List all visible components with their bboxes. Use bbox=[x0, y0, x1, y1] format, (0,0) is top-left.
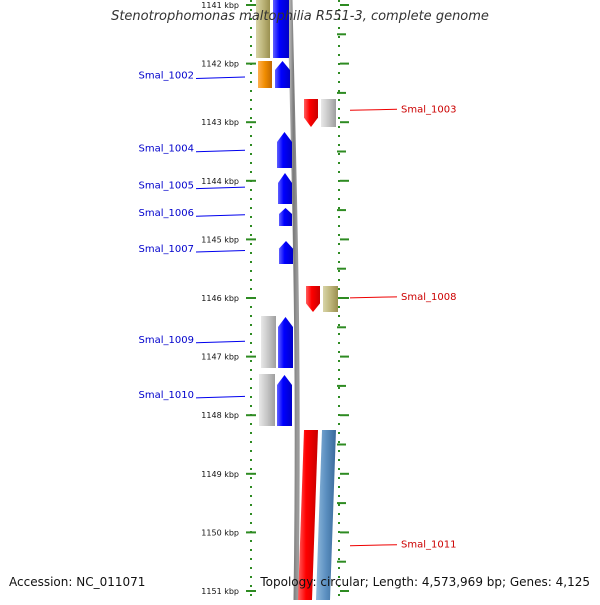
gene-label: Smal_1011 bbox=[401, 540, 456, 551]
homology-block bbox=[316, 430, 336, 600]
forward-gene-arrow bbox=[277, 375, 292, 426]
forward-gene-arrow bbox=[279, 241, 293, 264]
kbp-tick-label: 1146 kbp bbox=[201, 294, 239, 303]
homology-block bbox=[321, 99, 336, 127]
forward-gene-block bbox=[273, 0, 289, 58]
label-leader-line bbox=[195, 214, 246, 217]
accession-text: Accession: NC_011071 bbox=[9, 575, 146, 589]
forward-gene-arrow bbox=[275, 61, 290, 88]
label-leader-line bbox=[195, 340, 246, 344]
gene-label: Smal_1005 bbox=[139, 181, 194, 192]
homology-block bbox=[261, 316, 276, 368]
forward-gene-arrow bbox=[279, 208, 292, 226]
label-leader-line bbox=[349, 544, 398, 547]
gene-label: Smal_1008 bbox=[401, 292, 456, 303]
label-leader-line bbox=[195, 149, 246, 153]
dotted-guides bbox=[250, 0, 349, 600]
gene-label: Smal_1009 bbox=[139, 335, 194, 346]
kbp-tick-label: 1145 kbp bbox=[201, 235, 239, 244]
homology-block bbox=[259, 374, 275, 426]
homology-block bbox=[258, 61, 272, 88]
kbp-scale: 1141 kbp 1142 kbp 1143 kbp 1144 kbp 1145 kbp… bbox=[201, 1, 256, 596]
map-title: Stenotrophomonas maltophilia R551-3, com… bbox=[111, 9, 489, 24]
forward-gene-arrow bbox=[278, 173, 292, 204]
kbp-tick-label: 1144 kbp bbox=[201, 177, 239, 186]
reverse-gene-block bbox=[298, 430, 318, 600]
forward-gene-arrow bbox=[277, 132, 292, 168]
kbp-tick-label: 1150 kbp bbox=[201, 528, 239, 537]
gene-label: Smal_1002 bbox=[139, 70, 194, 81]
kbp-tick-label: 1151 kbp bbox=[201, 587, 239, 596]
reverse-gene-arrow bbox=[304, 99, 318, 127]
label-leader-line bbox=[195, 249, 246, 253]
kbp-tick-label: 1147 kbp bbox=[201, 353, 239, 362]
forward-gene-arrow bbox=[278, 317, 293, 368]
gene-label: Smal_1004 bbox=[139, 144, 194, 155]
label-leader-line bbox=[195, 395, 246, 399]
homology-block bbox=[256, 0, 270, 58]
backbone-arc bbox=[287, 0, 300, 601]
gene-label: Smal_1010 bbox=[139, 390, 194, 401]
kbp-tick-label: 1149 kbp bbox=[201, 470, 239, 479]
label-leader-line bbox=[349, 296, 398, 299]
kbp-tick-label: 1143 kbp bbox=[201, 118, 239, 127]
label-leader-line bbox=[349, 108, 398, 111]
kbp-tick-label: 1141 kbp bbox=[201, 1, 239, 10]
kbp-tick-label: 1148 kbp bbox=[201, 411, 239, 420]
genome-summary-text: Topology: circular; Length: 4,573,969 bp… bbox=[260, 575, 590, 589]
label-leader-line bbox=[195, 186, 246, 190]
homology-block bbox=[323, 286, 338, 312]
gene-label: Smal_1007 bbox=[139, 244, 194, 255]
genome-backbone bbox=[287, 0, 300, 601]
gene-label: Smal_1003 bbox=[401, 104, 456, 115]
gene-features bbox=[256, 0, 338, 600]
reverse-gene-arrow bbox=[306, 286, 320, 312]
gene-labels: Smal_1002 Smal_1003 Smal_1004 Smal_1005 Smal… bbox=[139, 70, 457, 550]
kbp-tick-label: 1142 kbp bbox=[201, 60, 239, 69]
gene-label: Smal_1006 bbox=[139, 208, 194, 219]
label-leader-line bbox=[195, 76, 246, 79]
